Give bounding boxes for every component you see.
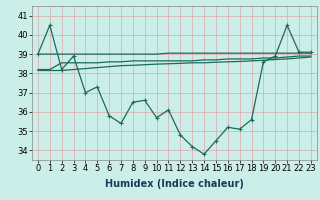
X-axis label: Humidex (Indice chaleur): Humidex (Indice chaleur) xyxy=(105,179,244,189)
